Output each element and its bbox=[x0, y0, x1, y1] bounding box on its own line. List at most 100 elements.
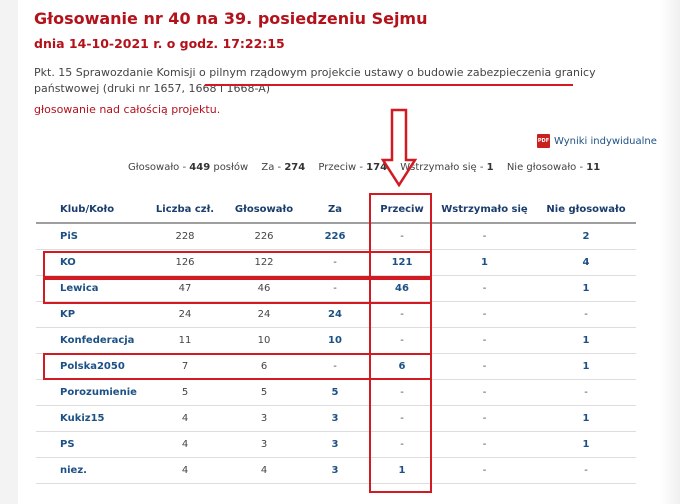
for-cell[interactable]: 5 bbox=[299, 379, 371, 406]
club-link[interactable]: PiS bbox=[36, 223, 141, 250]
not-voted-cell[interactable]: 1 bbox=[536, 431, 636, 458]
members-cell: 4 bbox=[141, 405, 229, 432]
members-cell: 24 bbox=[141, 301, 229, 328]
not-voted-cell: - bbox=[536, 457, 636, 484]
against-cell: - bbox=[371, 379, 433, 406]
club-link[interactable]: KO bbox=[36, 249, 141, 276]
summary-against-value: 174 bbox=[366, 162, 388, 173]
summary-voted-value: 449 bbox=[189, 162, 211, 173]
for-cell: - bbox=[299, 249, 371, 276]
members-cell: 228 bbox=[141, 223, 229, 250]
against-cell[interactable]: 1 bbox=[371, 457, 433, 484]
against-cell: - bbox=[371, 431, 433, 458]
voted-cell: 24 bbox=[229, 301, 299, 328]
header-abstained: Wstrzymało się bbox=[433, 196, 536, 224]
club-link[interactable]: KP bbox=[36, 301, 141, 328]
header-against: Przeciw bbox=[371, 196, 433, 224]
voted-cell: 122 bbox=[229, 249, 299, 276]
ko-row-highlight bbox=[43, 251, 432, 278]
table-row: Polska2050 7 6 - 6 - 1 bbox=[36, 353, 636, 380]
results-table: Klub/Koło Liczba czł. Głosowało Za Przec… bbox=[36, 196, 636, 484]
page-title: Głosowanie nr 40 na 39. posiedzeniu Sejm… bbox=[34, 9, 428, 28]
for-cell[interactable]: 10 bbox=[299, 327, 371, 354]
for-cell[interactable]: 3 bbox=[299, 457, 371, 484]
left-page-edge bbox=[0, 0, 18, 504]
members-cell: 11 bbox=[141, 327, 229, 354]
summary-for-value: 274 bbox=[284, 162, 306, 173]
summary-voted-label: Głosowało - bbox=[128, 162, 187, 173]
voted-cell: 6 bbox=[229, 353, 299, 380]
voted-cell: 226 bbox=[229, 223, 299, 250]
against-cell[interactable]: 6 bbox=[371, 353, 433, 380]
not-voted-cell: - bbox=[536, 379, 636, 406]
table-row: PS 4 3 3 - - 1 bbox=[36, 431, 636, 458]
members-cell: 5 bbox=[141, 379, 229, 406]
not-voted-cell[interactable]: 1 bbox=[536, 327, 636, 354]
annotation-underline bbox=[205, 84, 573, 86]
not-voted-cell[interactable]: 4 bbox=[536, 249, 636, 276]
right-page-edge bbox=[660, 0, 680, 504]
summary-against-label: Przeciw - bbox=[318, 162, 363, 173]
against-cell: - bbox=[371, 301, 433, 328]
for-cell[interactable]: 226 bbox=[299, 223, 371, 250]
polska2050-row-highlight bbox=[43, 353, 432, 380]
summary-abstained-value: 1 bbox=[486, 162, 494, 173]
lewica-row-highlight bbox=[43, 278, 432, 304]
vote-summary: Głosowało - 449 posłów Za - 274 Przeciw … bbox=[128, 162, 600, 173]
abstained-cell: - bbox=[433, 457, 536, 484]
against-cell: - bbox=[371, 223, 433, 250]
table-row: Kukiz15 4 3 3 - - 1 bbox=[36, 405, 636, 432]
voted-cell: 3 bbox=[229, 431, 299, 458]
not-voted-cell[interactable]: 1 bbox=[536, 275, 636, 302]
individual-results-link[interactable]: PDF Wyniki indywidualne bbox=[537, 134, 657, 148]
voted-cell: 3 bbox=[229, 405, 299, 432]
for-cell[interactable]: 3 bbox=[299, 431, 371, 458]
table-row: niez. 4 4 3 1 - - bbox=[36, 457, 636, 484]
abstained-cell: - bbox=[433, 353, 536, 380]
abstained-cell: - bbox=[433, 275, 536, 302]
summary-not-voted-label: Nie głosowało - bbox=[506, 162, 584, 173]
club-link[interactable]: PS bbox=[36, 431, 141, 458]
members-cell: 4 bbox=[141, 457, 229, 484]
table-header-row: Klub/Koło Liczba czł. Głosowało Za Przec… bbox=[36, 196, 636, 224]
summary-mps-label: posłów bbox=[213, 162, 249, 173]
not-voted-cell[interactable]: 1 bbox=[536, 353, 636, 380]
members-cell: 7 bbox=[141, 353, 229, 380]
club-link[interactable]: Porozumienie bbox=[36, 379, 141, 406]
individual-results-label: Wyniki indywidualne bbox=[554, 135, 657, 147]
abstained-cell[interactable]: 1 bbox=[433, 249, 536, 276]
header-voted: Głosowało bbox=[229, 196, 299, 224]
members-cell: 4 bbox=[141, 431, 229, 458]
abstained-cell: - bbox=[433, 379, 536, 406]
summary-for-label: Za - bbox=[261, 162, 282, 173]
voting-description: Pkt. 15 Sprawozdanie Komisji o pilnym rz… bbox=[34, 66, 596, 95]
pdf-icon: PDF bbox=[537, 134, 550, 148]
abstained-cell: - bbox=[433, 301, 536, 328]
club-link[interactable]: Konfederacja bbox=[36, 327, 141, 354]
not-voted-cell[interactable]: 2 bbox=[536, 223, 636, 250]
header-for: Za bbox=[299, 196, 371, 224]
members-cell: 126 bbox=[141, 249, 229, 276]
against-cell[interactable]: 121 bbox=[371, 249, 433, 276]
table-row: Konfederacja 11 10 10 - - 1 bbox=[36, 327, 636, 354]
abstained-cell: - bbox=[433, 431, 536, 458]
voted-cell: 5 bbox=[229, 379, 299, 406]
table-row: KP 24 24 24 - - - bbox=[36, 301, 636, 328]
abstained-cell: - bbox=[433, 327, 536, 354]
not-voted-cell[interactable]: 1 bbox=[536, 405, 636, 432]
club-link[interactable]: niez. bbox=[36, 457, 141, 484]
voted-cell: 4 bbox=[229, 457, 299, 484]
for-cell[interactable]: 3 bbox=[299, 405, 371, 432]
header-not-voted: Nie głosowało bbox=[536, 196, 636, 224]
summary-abstained-label: Wstrzymało się - bbox=[400, 162, 484, 173]
table-row: PiS 228 226 226 - - 2 bbox=[36, 223, 636, 250]
for-cell[interactable]: 24 bbox=[299, 301, 371, 328]
not-voted-cell: - bbox=[536, 301, 636, 328]
against-cell: - bbox=[371, 405, 433, 432]
against-column-highlight bbox=[369, 193, 432, 493]
abstained-cell: - bbox=[433, 405, 536, 432]
down-arrow-annotation bbox=[380, 108, 418, 188]
abstained-cell: - bbox=[433, 223, 536, 250]
table-row: KO 126 122 - 121 1 4 bbox=[36, 249, 636, 276]
club-link[interactable]: Kukiz15 bbox=[36, 405, 141, 432]
